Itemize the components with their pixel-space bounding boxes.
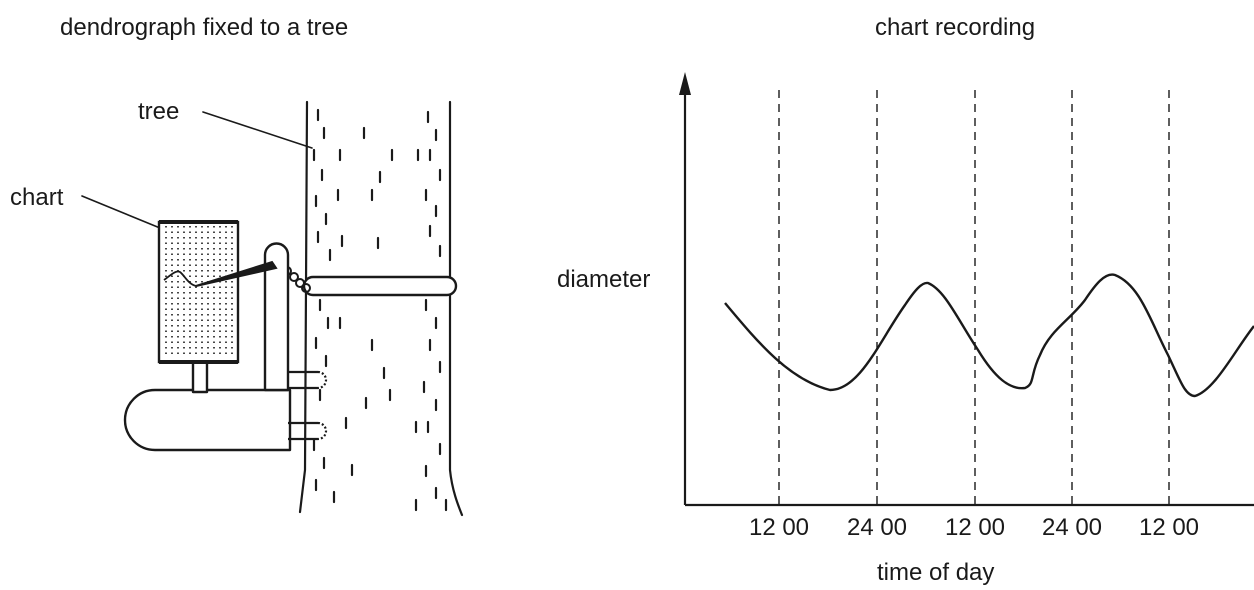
- x-tick-label: 24 00: [1041, 514, 1103, 541]
- bark-texture: [312, 108, 448, 512]
- instrument-base: [123, 242, 292, 452]
- tree-label: tree: [138, 98, 180, 125]
- recording-drum: [157, 220, 240, 364]
- tree-trunk-left-edge: [298, 100, 309, 514]
- chart-leader-line: [81, 195, 161, 229]
- x-tick-label: 24 00: [846, 514, 908, 541]
- diagram-title-left: dendrograph fixed to a tree: [60, 14, 349, 41]
- x-tick-label: 12 00: [944, 514, 1006, 541]
- x-axis-label: time of day: [877, 559, 995, 586]
- mounting-pins: [288, 370, 328, 441]
- y-axis-label: diameter: [557, 266, 651, 293]
- tree-trunk-right-edge: [448, 100, 464, 517]
- y-axis-arrow: [679, 72, 691, 95]
- chart-label: chart: [10, 184, 64, 211]
- x-tick-label: 12 00: [1138, 514, 1200, 541]
- tree-leader-line: [202, 111, 313, 149]
- dendrometer-band: [302, 275, 458, 297]
- dendrograph-illustration: [81, 100, 464, 517]
- pen-arm: [195, 260, 278, 287]
- diameter-trace: [724, 273, 1254, 398]
- diagram-title-right: chart recording: [875, 14, 1036, 41]
- time-gridlines: [778, 90, 1170, 505]
- x-tick-label: 12 00: [748, 514, 810, 541]
